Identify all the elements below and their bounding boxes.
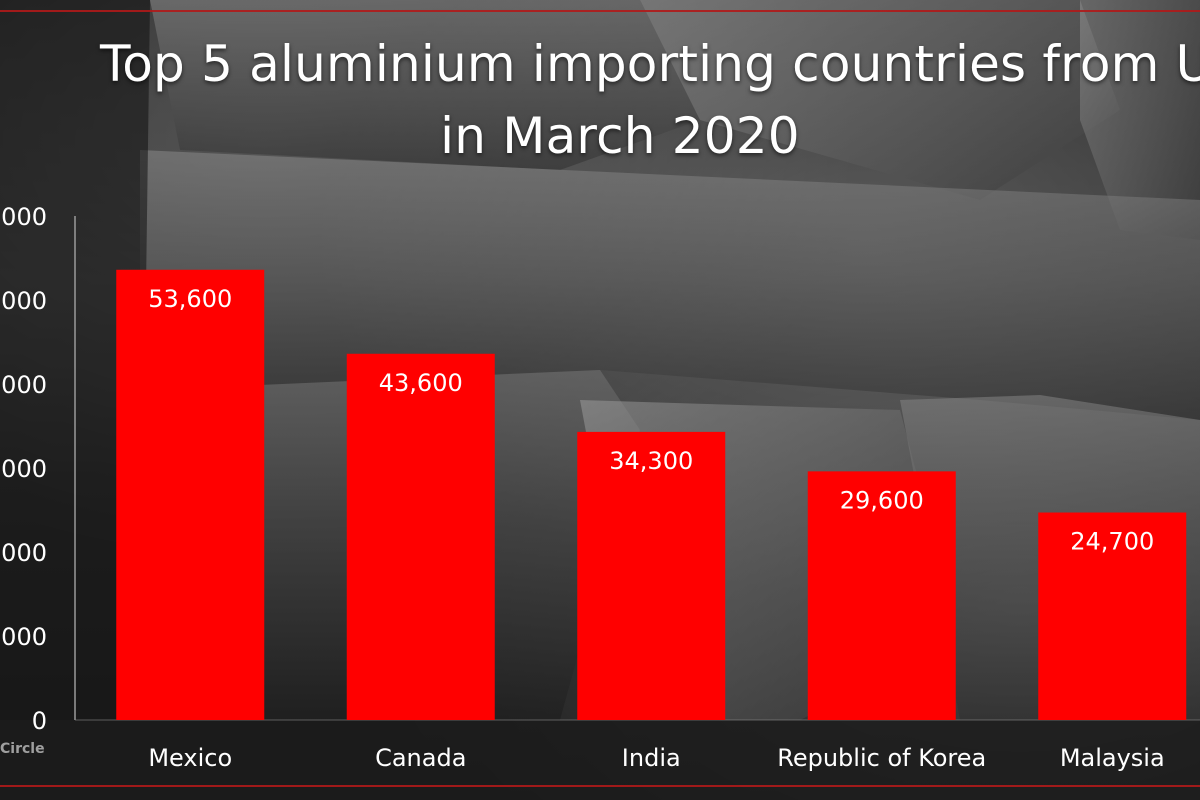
watermark-logo: Circle [0,741,45,757]
chart-subtitle: in March 2020 [440,107,800,165]
y-tick-label: 40,000 [0,371,47,399]
bar-canada [346,353,495,720]
y-tick-label: 10,000 [0,623,47,651]
x-tick-label: Republic of Korea [777,744,986,772]
x-tick-label: Mexico [148,744,232,772]
bar-mexico [116,269,265,720]
x-tick-label: Canada [375,744,466,772]
bar-value-label: 24,700 [1070,528,1154,556]
bar-value-label: 53,600 [148,285,232,313]
bar-value-label: 43,600 [379,369,463,397]
top-red-rule [0,10,1200,12]
bar-value-label: 34,300 [609,447,693,475]
x-tick-label: Malaysia [1060,744,1165,772]
bar-india [577,431,726,720]
x-tick-label: India [622,744,681,772]
y-tick-label: 30,000 [0,455,47,483]
chart-title: Top 5 aluminium importing countries from… [100,35,1200,93]
y-tick-label: 50,000 [0,287,47,315]
chart-title-block: Top 5 aluminium importing countries from… [100,28,1200,172]
bottom-red-rule [0,785,1200,787]
y-tick-label: 60,000 [0,203,47,231]
bar-malaysia [1038,512,1187,720]
bar-value-label: 29,600 [840,486,924,514]
y-tick-label: 20,000 [0,539,47,567]
y-tick-label: 0 [32,707,47,735]
bar-republic-of-korea [807,471,956,720]
